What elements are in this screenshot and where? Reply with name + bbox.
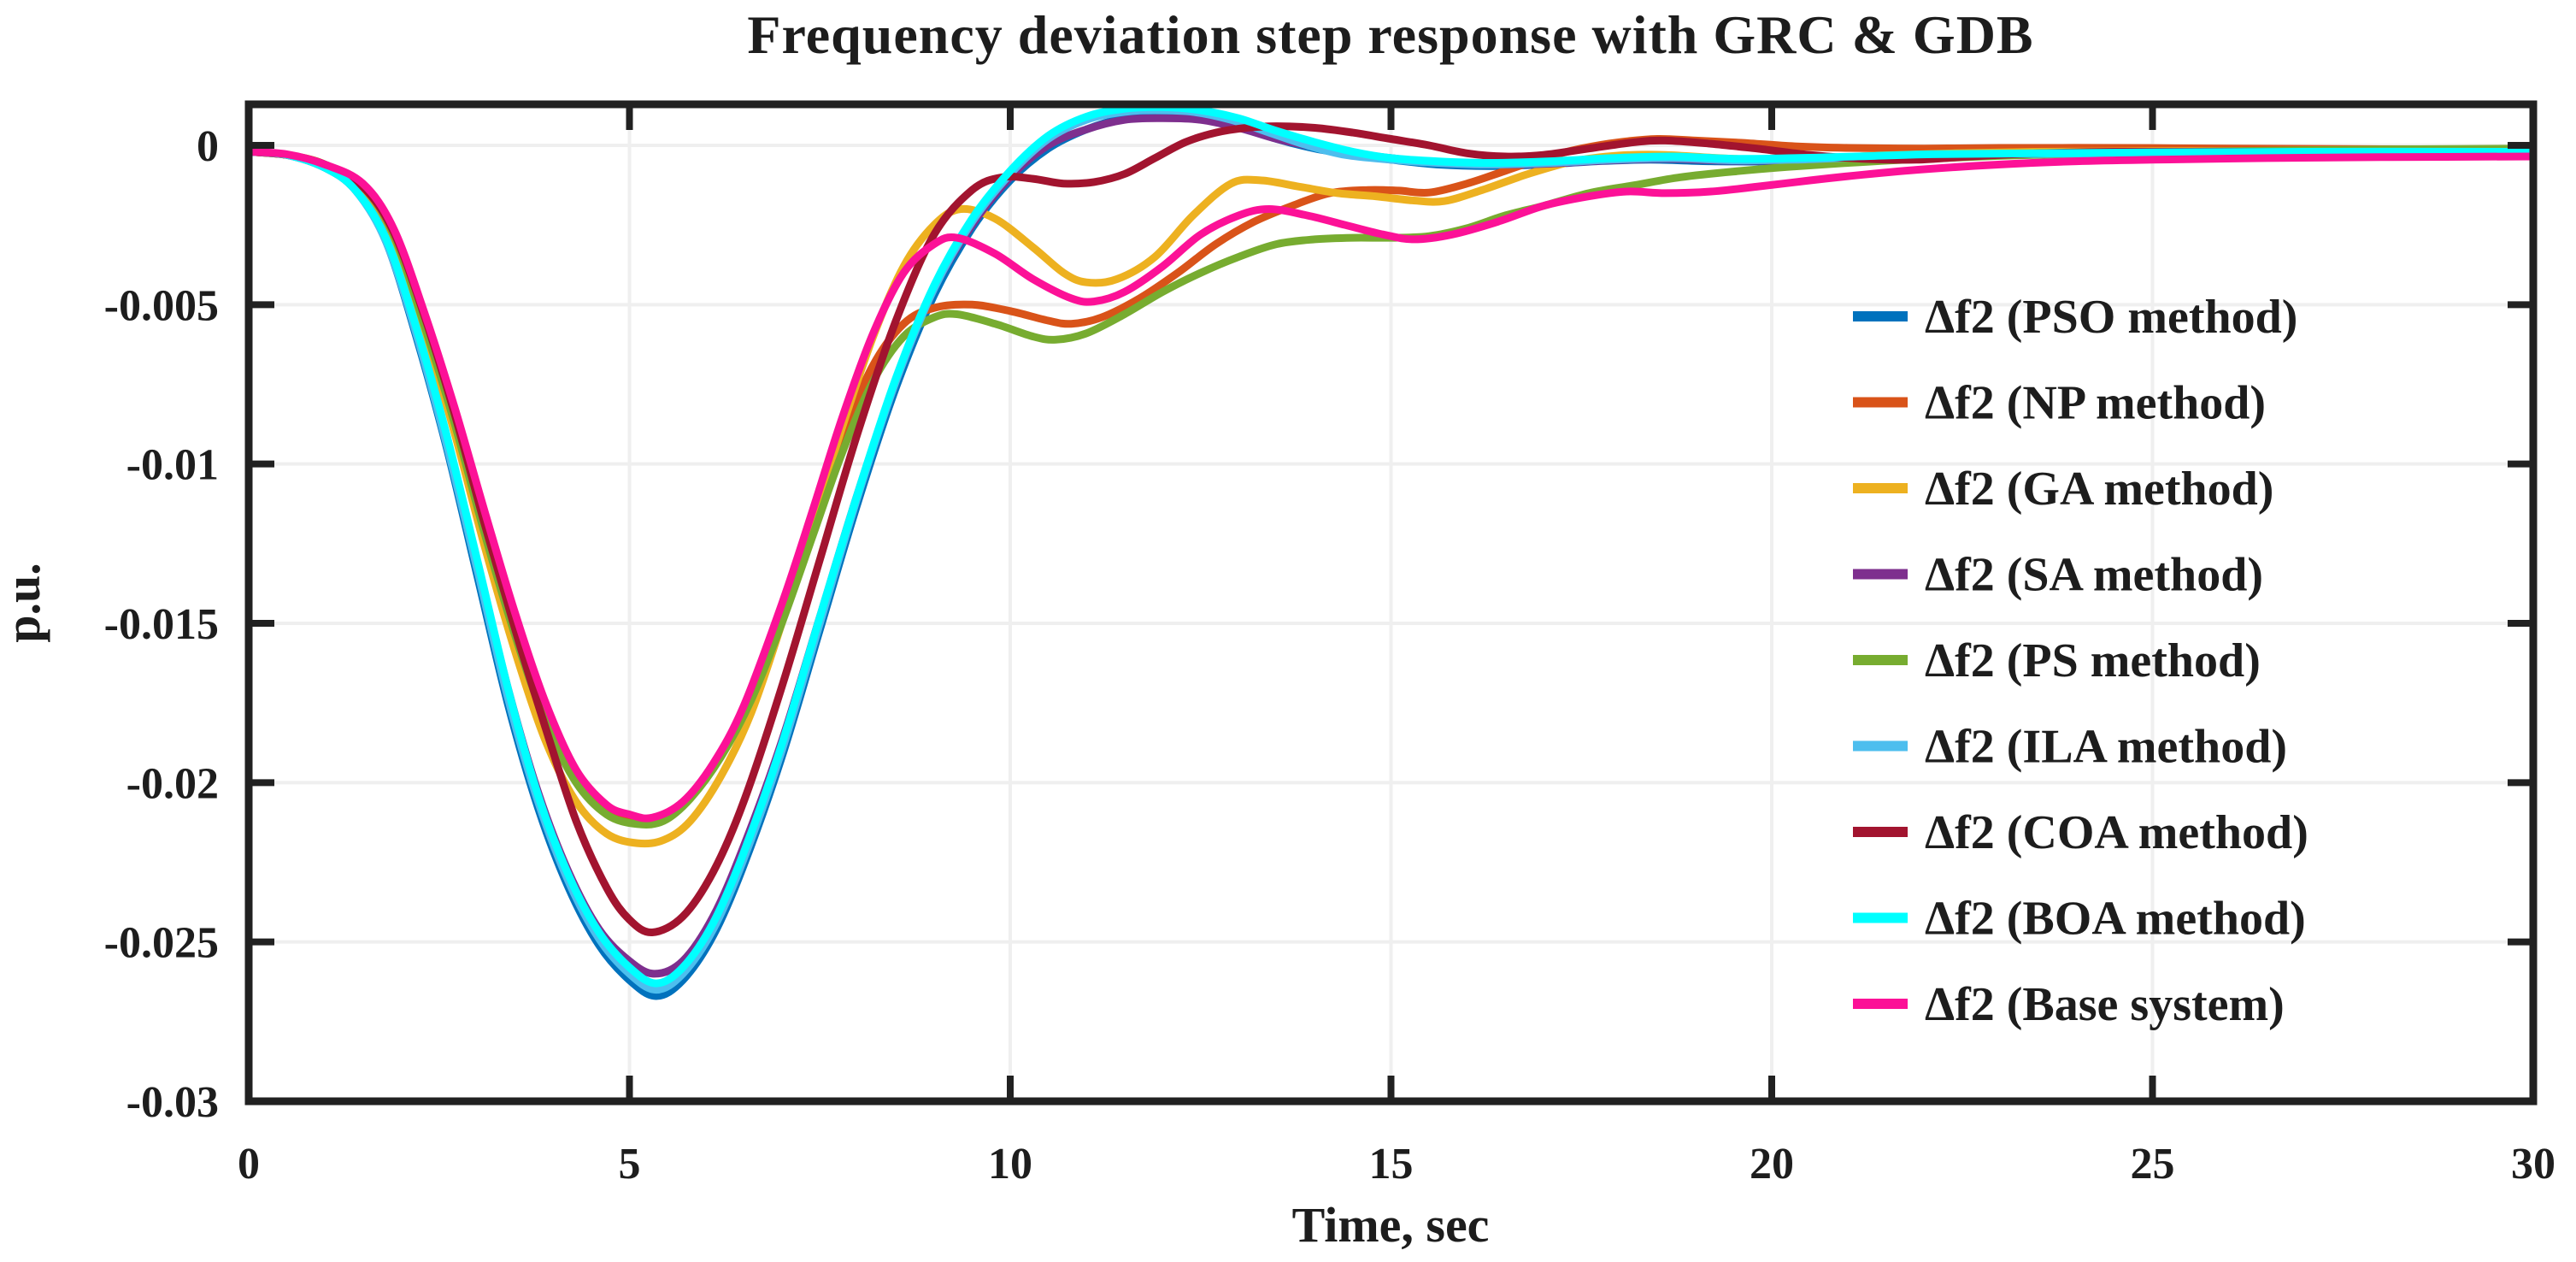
legend-item: Δf2 (ILA method): [1853, 721, 2287, 774]
y-tick-label: -0.025: [104, 919, 219, 968]
x-tick-label: 25: [2131, 1140, 2175, 1188]
axes-box: [244, 100, 2538, 1106]
x-tick-label: 5: [619, 1140, 641, 1188]
legend: Δf2 (PSO method) Δf2 (NP method) Δf2 (GA m…: [1853, 291, 2308, 1031]
y-tick-label: -0.005: [104, 281, 219, 330]
x-tick-label: 20: [1750, 1140, 1794, 1188]
x-tick-label: 30: [2511, 1140, 2555, 1188]
legend-item-label: Δf2 (BOA method): [1925, 893, 2306, 946]
legend-item-label: Δf2 (PSO method): [1925, 291, 2297, 344]
y-tick-label: -0.01: [126, 441, 219, 490]
legend-item: Δf2 (PSO method): [1853, 291, 2297, 344]
legend-item: Δf2 (NP method): [1853, 377, 2266, 430]
series-curve-f2-base-system: [245, 148, 2538, 823]
x-axis-label: Time, sec: [1292, 1197, 1490, 1253]
series-curve-f2-boa-method: [245, 103, 2538, 988]
grid-lines: [249, 104, 2533, 1101]
y-tick-label: -0.02: [126, 759, 219, 808]
y-axis-label: p.u.: [0, 563, 50, 643]
legend-item: Δf2 (COA method): [1853, 806, 2308, 859]
y-tick-label: 0: [197, 122, 219, 171]
tick-labels: 0 5 10 15 20 25 30 0 -0.005 -0.01 -0.015 -0.02 -0.02…: [104, 122, 2555, 1188]
legend-item: Δf2 (GA method): [1853, 463, 2273, 516]
legend-item-label: Δf2 (ILA method): [1925, 721, 2287, 774]
legend-item-label: Δf2 (PS method): [1925, 634, 2261, 687]
legend-item: Δf2 (BOA method): [1853, 893, 2306, 946]
legend-item-label: Δf2 (COA method): [1925, 806, 2308, 859]
x-tick-label: 10: [988, 1140, 1032, 1188]
legend-item: Δf2 (SA method): [1853, 549, 2263, 602]
legend-item-label: Δf2 (GA method): [1925, 463, 2273, 516]
y-tick-label: -0.03: [126, 1078, 219, 1127]
legend-item: Δf2 (PS method): [1853, 634, 2261, 687]
legend-item-label: Δf2 (Base system): [1925, 978, 2285, 1031]
chart-title: Frequency deviation step response with G…: [747, 4, 2033, 65]
x-tick-label: 15: [1369, 1140, 1414, 1188]
legend-item-label: Δf2 (SA method): [1925, 549, 2263, 602]
x-tick-label: 0: [238, 1140, 260, 1188]
legend-item: Δf2 (Base system): [1853, 978, 2285, 1031]
y-tick-label: -0.015: [104, 600, 219, 649]
legend-item-label: Δf2 (NP method): [1925, 377, 2266, 430]
series-curves: [245, 103, 2538, 1000]
